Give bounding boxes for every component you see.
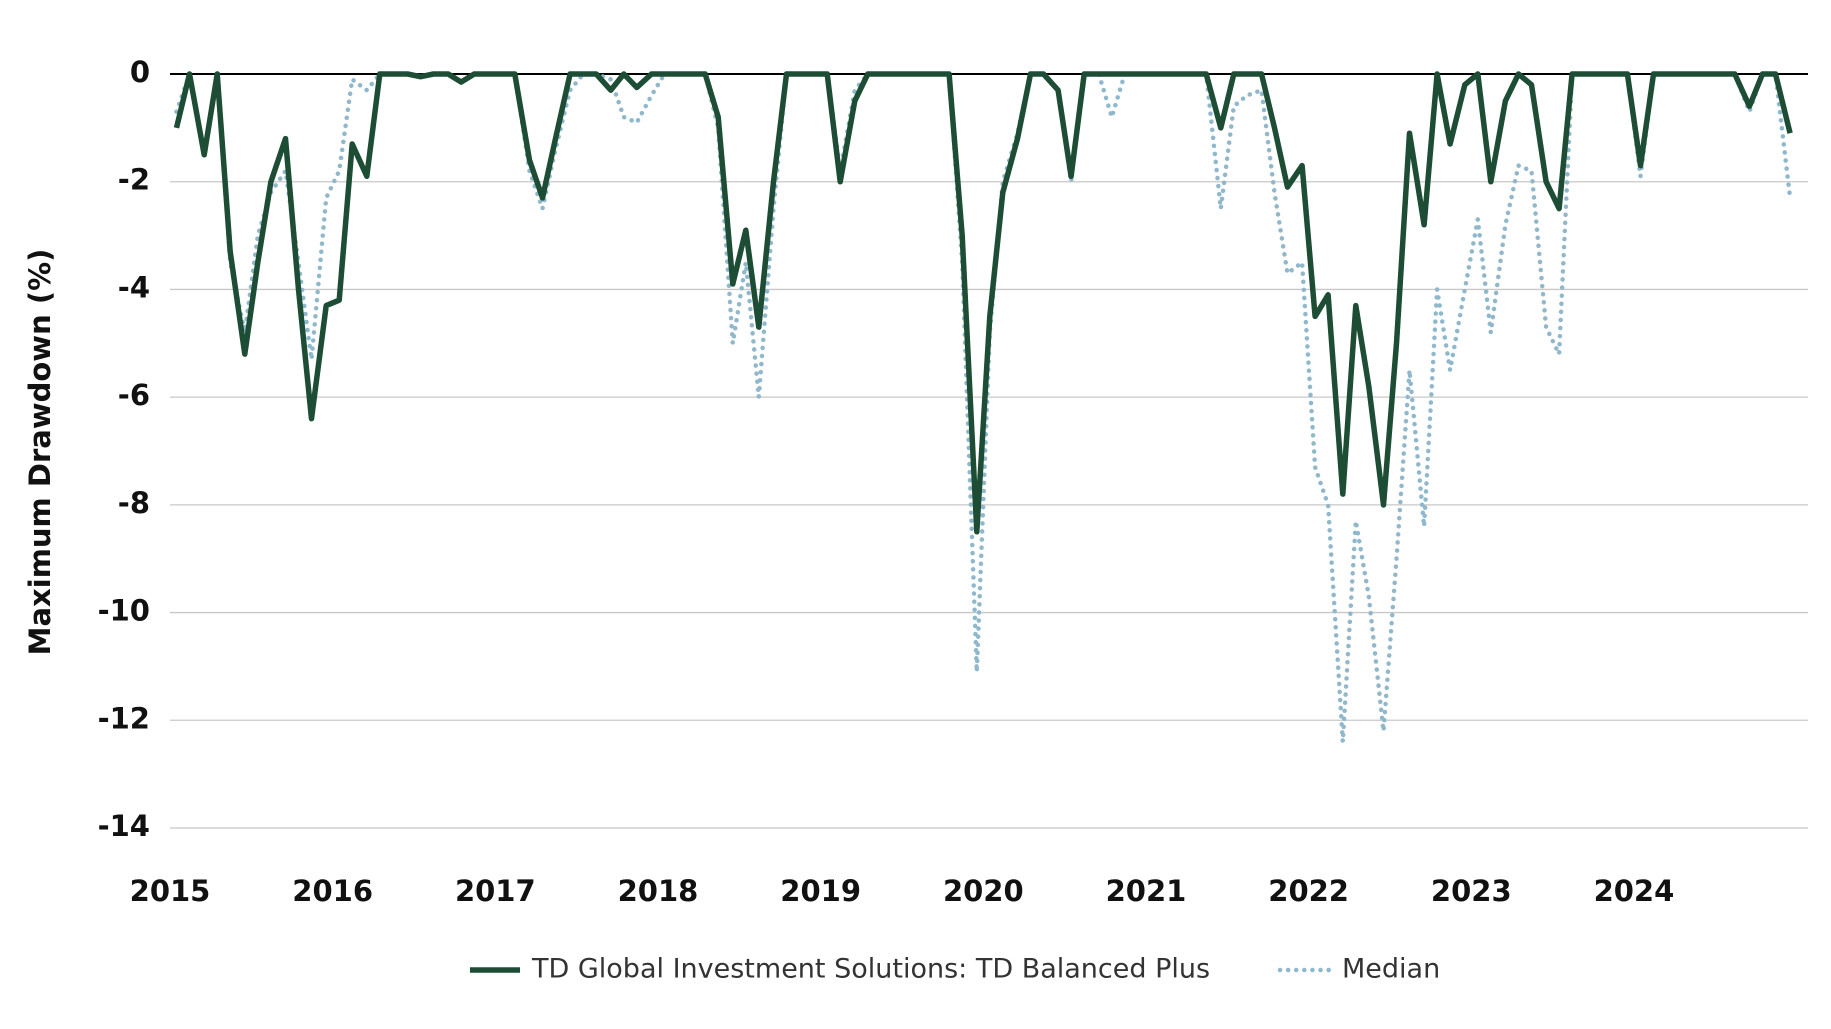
x-tick-label: 2020 <box>943 874 1024 908</box>
x-tick-label: 2017 <box>455 874 536 908</box>
x-tick-label: 2024 <box>1594 874 1675 908</box>
x-tick-label: 2015 <box>130 874 211 908</box>
y-tick-label: -10 <box>98 594 150 628</box>
y-tick-label: -14 <box>98 809 150 843</box>
series-line <box>173 71 1793 535</box>
y-axis-label: Maximum Drawdown (%) <box>23 249 57 656</box>
y-tick-label: -6 <box>118 378 150 412</box>
x-tick-label: 2018 <box>618 874 699 908</box>
x-tick-label: 2022 <box>1268 874 1349 908</box>
x-tick-label: 2021 <box>1106 874 1187 908</box>
y-tick-label: -8 <box>118 486 150 520</box>
y-tick-label: -4 <box>118 270 150 304</box>
legend-label: TD Global Investment Solutions: TD Balan… <box>531 954 1210 985</box>
y-tick-label: 0 <box>130 55 150 89</box>
x-tick-label: 2023 <box>1431 874 1512 908</box>
x-tick-label: 2016 <box>292 874 373 908</box>
y-tick-label: -12 <box>98 701 150 735</box>
y-tick-label: -2 <box>118 163 150 197</box>
x-tick-label: 2019 <box>780 874 861 908</box>
legend-label: Median <box>1342 954 1440 985</box>
